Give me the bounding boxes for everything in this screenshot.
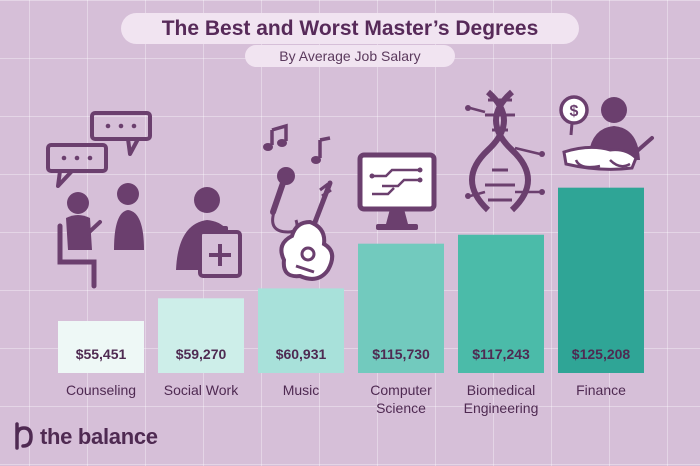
svg-text:$: $ — [570, 103, 579, 120]
bar-0 — [58, 321, 144, 373]
category-label: Biomedical Engineering — [463, 382, 539, 416]
brand-name: the balance — [40, 424, 158, 449]
category-label: Finance — [576, 382, 626, 398]
bar-value-label: $125,208 — [572, 346, 631, 362]
bar-value-label: $117,243 — [472, 346, 530, 362]
chart-subtitle: By Average Job Salary — [245, 45, 455, 67]
bar-5 — [558, 187, 644, 373]
social-worker-clipboard-icon — [176, 187, 242, 278]
bar-1 — [158, 298, 244, 373]
brand-logo: the balance — [12, 420, 158, 454]
finance-person-money-icon: $ — [559, 95, 654, 171]
bar-2 — [258, 288, 344, 373]
music-guitar-microphone-icon — [263, 123, 335, 281]
bar-3 — [358, 243, 444, 373]
chart-title: The Best and Worst Master’s Degrees — [121, 13, 579, 44]
bar-value-label: $60,931 — [276, 346, 327, 362]
counseling-people-icon — [46, 111, 152, 289]
balance-logo-icon — [15, 422, 33, 450]
bar-value-label: $115,730 — [372, 346, 430, 362]
category-label: Music — [282, 382, 320, 398]
category-label: Counseling — [65, 382, 137, 398]
bar-value-label: $55,451 — [76, 346, 127, 362]
category-label: Social Work — [163, 382, 239, 398]
category-label: Computer Science — [370, 382, 432, 416]
bar-value-label: $59,270 — [176, 346, 227, 362]
computer-monitor-icon — [357, 152, 437, 230]
dna-helix-icon — [465, 89, 545, 213]
bar-4 — [458, 234, 544, 373]
